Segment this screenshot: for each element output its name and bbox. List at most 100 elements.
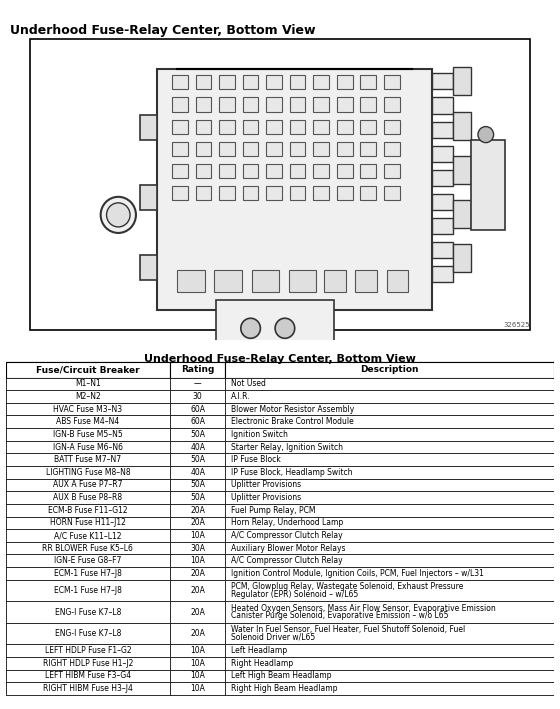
Bar — [177, 270, 204, 292]
Bar — [225, 362, 554, 377]
Text: Fuse/Circuit Breaker: Fuse/Circuit Breaker — [36, 365, 140, 374]
Bar — [360, 120, 376, 133]
Text: Left Headlamp: Left Headlamp — [231, 646, 287, 655]
Text: Horn Relay, Underhood Lamp: Horn Relay, Underhood Lamp — [231, 518, 343, 527]
Bar — [6, 453, 170, 466]
Text: PCM, Glowplug Relay, Wastegate Solenoid, Exhaust Pressure: PCM, Glowplug Relay, Wastegate Solenoid,… — [231, 582, 463, 591]
Text: Heated Oxygen Sensors, Mass Air Flow Sensor, Evaporative Emission: Heated Oxygen Sensors, Mass Air Flow Sen… — [231, 604, 496, 613]
Text: RR BLOWER Fuse K5–L6: RR BLOWER Fuse K5–L6 — [43, 544, 133, 553]
Circle shape — [241, 318, 260, 338]
Text: Ignition Control Module, Ignition Coils, PCM, Fuel Injectors – w/L31: Ignition Control Module, Ignition Coils,… — [231, 569, 483, 578]
Bar — [170, 491, 225, 504]
Bar — [6, 441, 554, 453]
Bar — [170, 580, 225, 601]
Bar — [170, 657, 225, 669]
Text: Left High Beam Headlamp: Left High Beam Headlamp — [231, 671, 331, 681]
Bar — [384, 75, 400, 89]
Bar — [6, 567, 170, 580]
Text: LEFT HIBM Fuse F3–G4: LEFT HIBM Fuse F3–G4 — [45, 671, 131, 681]
Text: Description: Description — [361, 365, 419, 374]
Text: 20A: 20A — [190, 608, 205, 617]
Bar — [6, 517, 170, 529]
Bar — [356, 270, 377, 292]
Text: Right High Beam Headlamp: Right High Beam Headlamp — [231, 684, 337, 693]
Bar — [290, 97, 306, 111]
Text: 50A: 50A — [190, 481, 205, 489]
Text: 20A: 20A — [190, 506, 205, 515]
Text: ENG-I Fuse K7–L8: ENG-I Fuse K7–L8 — [55, 608, 121, 617]
Bar — [170, 669, 225, 682]
Bar — [6, 623, 170, 644]
Bar — [314, 142, 329, 156]
Bar — [225, 504, 554, 517]
Circle shape — [106, 203, 130, 227]
Bar — [6, 644, 170, 657]
Bar — [6, 415, 170, 428]
Bar — [6, 428, 554, 441]
Bar — [172, 142, 188, 156]
Text: —: — — [194, 379, 202, 389]
Bar — [290, 142, 306, 156]
Bar — [289, 270, 316, 292]
Bar — [170, 377, 225, 390]
Bar — [360, 97, 376, 111]
Bar — [225, 415, 554, 428]
Bar — [314, 97, 329, 111]
Bar — [225, 517, 554, 529]
Text: 10A: 10A — [190, 557, 205, 565]
Bar — [140, 115, 157, 140]
Bar — [266, 97, 282, 111]
Text: BATT Fuse M7–N7: BATT Fuse M7–N7 — [54, 455, 122, 464]
Bar — [170, 362, 225, 377]
Bar — [170, 403, 225, 415]
Bar — [314, 120, 329, 133]
Bar — [6, 415, 554, 428]
Bar — [170, 453, 225, 466]
Bar — [6, 529, 170, 542]
Bar — [314, 164, 329, 178]
Bar — [384, 164, 400, 178]
Text: 20A: 20A — [190, 518, 205, 527]
Bar — [384, 142, 400, 156]
Bar — [225, 453, 554, 466]
Bar — [432, 97, 454, 113]
Bar — [360, 164, 376, 178]
Bar — [337, 75, 353, 89]
Bar — [6, 554, 554, 567]
Bar — [6, 682, 170, 695]
Text: A/C Compressor Clutch Relay: A/C Compressor Clutch Relay — [231, 557, 342, 565]
Bar — [314, 75, 329, 89]
Bar — [170, 479, 225, 491]
Bar — [225, 479, 554, 491]
Text: A.I.R.: A.I.R. — [231, 392, 250, 401]
Bar — [219, 97, 235, 111]
Bar — [157, 69, 432, 311]
Bar — [195, 75, 211, 89]
Text: 326525: 326525 — [503, 323, 530, 328]
Bar — [6, 479, 554, 491]
Text: Underhood Fuse-Relay Center, Bottom View: Underhood Fuse-Relay Center, Bottom View — [144, 354, 416, 364]
Bar — [337, 97, 353, 111]
Text: IGN-B Fuse M5–N5: IGN-B Fuse M5–N5 — [53, 430, 123, 439]
Text: Starter Relay, Ignition Switch: Starter Relay, Ignition Switch — [231, 442, 343, 452]
Circle shape — [101, 197, 136, 233]
Bar — [170, 504, 225, 517]
Bar — [170, 441, 225, 453]
Bar — [242, 97, 258, 111]
Bar — [172, 164, 188, 178]
Bar — [6, 390, 170, 403]
Bar — [6, 554, 170, 567]
Bar — [337, 120, 353, 133]
Bar — [6, 601, 554, 623]
Text: 60A: 60A — [190, 405, 205, 413]
Text: 30A: 30A — [190, 544, 205, 553]
Bar — [251, 270, 279, 292]
Bar — [6, 453, 554, 466]
Bar — [172, 120, 188, 133]
Bar — [242, 186, 258, 200]
Bar — [6, 657, 170, 669]
Bar — [6, 377, 170, 390]
Bar — [6, 682, 554, 695]
Text: ENG-I Fuse K7–L8: ENG-I Fuse K7–L8 — [55, 629, 121, 638]
Bar — [6, 517, 554, 529]
